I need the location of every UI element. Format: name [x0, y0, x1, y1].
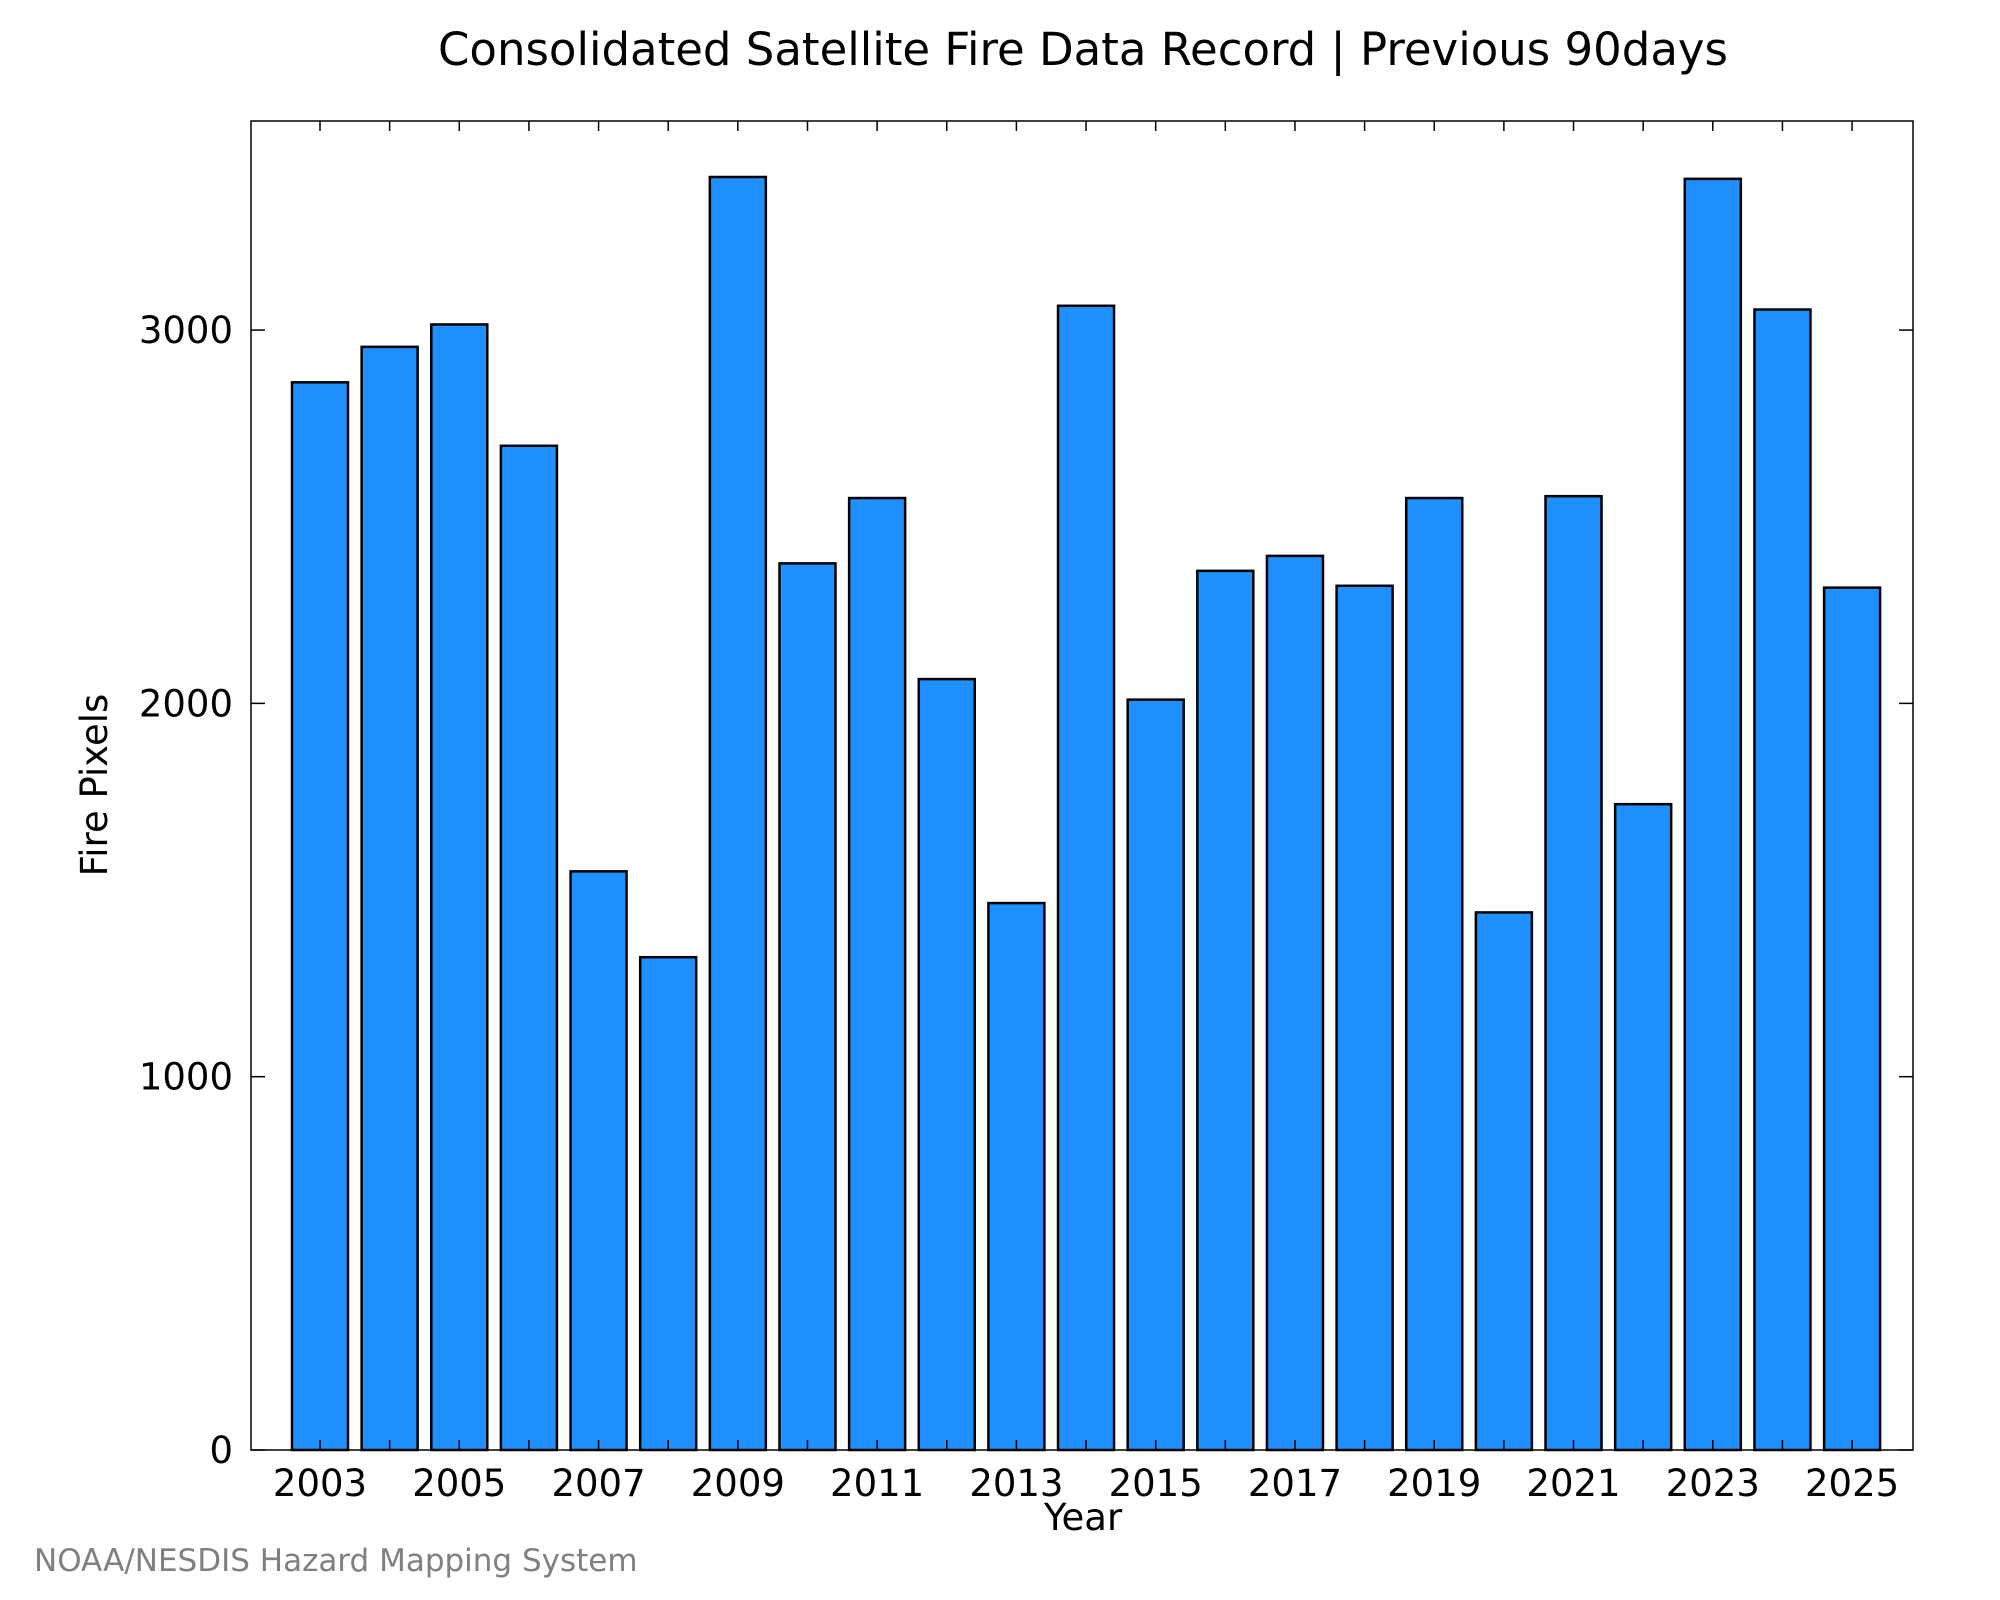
bar-2023: [1683, 177, 1743, 1452]
bar-2003: [290, 381, 350, 1452]
y-tick-label: 2000: [139, 682, 233, 725]
bar-2024: [1753, 308, 1812, 1452]
x-tick-label: 2023: [1666, 1462, 1760, 1505]
x-tick-label: 2025: [1805, 1462, 1899, 1505]
bar-2010: [778, 562, 837, 1452]
bar-2021: [1544, 494, 1603, 1452]
bar-2011: [847, 496, 907, 1452]
bar-2014: [1056, 304, 1116, 1452]
bar-2017: [1265, 554, 1325, 1452]
bar-2005: [430, 323, 489, 1452]
bar-2006: [499, 444, 559, 1452]
x-tick-label: 2007: [551, 1462, 645, 1505]
bar-2008: [638, 955, 698, 1452]
bar-2009: [708, 175, 768, 1452]
x-tick-label: 2013: [969, 1462, 1063, 1505]
chart-title: Consolidated Satellite Fire Data Record …: [438, 23, 1728, 76]
bar-2019: [1404, 496, 1464, 1452]
bar-2018: [1335, 584, 1394, 1452]
x-tick-label: 2017: [1248, 1462, 1342, 1505]
bar-2020: [1474, 911, 1534, 1452]
x-tick-label: 2003: [273, 1462, 367, 1505]
bar-2007: [569, 870, 628, 1452]
bar-2015: [1126, 698, 1185, 1452]
bar-2004: [360, 345, 419, 1452]
y-axis-label: Fire Pixels: [73, 694, 116, 877]
bars-group: [290, 175, 1882, 1452]
bar-2025: [1822, 586, 1882, 1452]
credit-text: NOAA/NESDIS Hazard Mapping System: [34, 1543, 638, 1579]
y-tick-label: 0: [209, 1429, 233, 1472]
y-tick-labels: 0 1000 2000 3000: [139, 309, 233, 1472]
x-tick-label: 2011: [830, 1462, 924, 1505]
x-tick-labels: 2003 2005 2007 2009 2011 2013 2015 2017 2019 2021…: [273, 1462, 1899, 1505]
x-tick-label: 2005: [412, 1462, 506, 1505]
y-tick-label: 3000: [139, 309, 233, 352]
x-axis-label: Year: [1043, 1496, 1123, 1539]
bar-2016: [1196, 569, 1255, 1452]
x-tick-label: 2019: [1387, 1462, 1481, 1505]
x-tick-label: 2021: [1526, 1462, 1620, 1505]
bar-2012: [917, 677, 977, 1452]
x-tick-label: 2009: [691, 1462, 785, 1505]
bar-2013: [987, 901, 1046, 1452]
bar-2022: [1613, 802, 1673, 1452]
y-tick-label: 1000: [139, 1056, 233, 1099]
x-tick-label: 2015: [1109, 1462, 1203, 1505]
plot-frame: [250, 120, 1914, 1451]
ticks-group: [251, 121, 1913, 1451]
